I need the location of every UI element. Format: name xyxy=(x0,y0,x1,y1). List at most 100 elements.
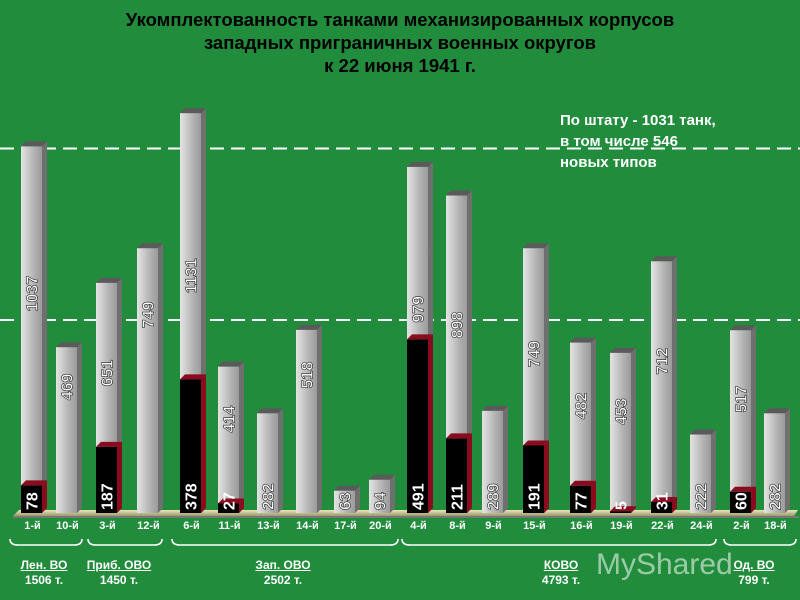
bar-total-side xyxy=(77,342,82,513)
bar-total-top xyxy=(334,485,360,491)
bar-total-side xyxy=(711,429,716,513)
bar-new-top xyxy=(218,498,244,504)
category-label-11-й: 11-й xyxy=(218,520,240,532)
category-label-10-й: 10-й xyxy=(56,520,79,532)
chart-title-line-1: Укомплектованность танками механизирован… xyxy=(125,9,675,30)
bar-total-9-й xyxy=(482,410,503,513)
bar-total-side xyxy=(631,347,636,513)
bar-new-top xyxy=(21,480,47,486)
bar-new-side xyxy=(428,334,433,513)
data-label-total-12-й: 749 xyxy=(141,301,158,328)
bar-new-top xyxy=(523,440,549,446)
bar-new-side xyxy=(42,480,47,513)
data-label-new-2-й: 60 xyxy=(734,492,751,510)
data-label-total-8-й: 898 xyxy=(450,312,467,339)
group-total: 2502 т. xyxy=(263,573,303,587)
data-label-total-2-й: 517 xyxy=(734,386,751,413)
group-bracket-2 xyxy=(87,538,163,546)
bar-total-11-й xyxy=(218,366,239,513)
bar-total-top xyxy=(764,408,790,414)
group-total: 1450 т. xyxy=(99,573,139,587)
bar-total-top xyxy=(570,337,596,343)
category-label-15-й: 15-й xyxy=(523,520,546,532)
bar-new-top xyxy=(610,506,636,512)
data-label-new-8-й: 211 xyxy=(450,484,467,510)
category-label-19-й: 19-й xyxy=(610,520,633,532)
bar-total-side xyxy=(467,190,472,513)
bar-new-types-15-й xyxy=(523,445,544,513)
bar-total-top xyxy=(690,429,716,435)
bar-total-top xyxy=(482,405,508,411)
bar-total-10-й xyxy=(56,347,77,513)
bar-total-1-й xyxy=(21,146,42,513)
data-label-new-1-й: 78 xyxy=(25,492,42,510)
bar-new-side xyxy=(751,486,756,513)
chart-title-line-3: к 22 июня 1941 г. xyxy=(324,55,476,76)
data-label-new-4-й: 491 xyxy=(411,483,428,510)
data-label-total-11-й: 414 xyxy=(222,406,239,433)
group-total: 799 т. xyxy=(738,573,770,587)
bar-new-types-8-й xyxy=(446,438,467,513)
bar-total-side xyxy=(317,324,322,513)
bar-total-22-й xyxy=(651,261,672,513)
bar-total-top xyxy=(296,324,322,330)
bar-total-12-й xyxy=(137,248,158,513)
bar-total-14-й xyxy=(296,329,317,513)
bar-total-side xyxy=(278,408,283,513)
staff-norm-note-line-1: По штату - 1031 танк, xyxy=(560,112,716,129)
watermark: MyShared xyxy=(596,548,733,581)
bar-total-top xyxy=(610,347,636,353)
category-label-20-й: 20-й xyxy=(369,520,392,532)
bar-new-top xyxy=(446,433,472,439)
category-label-1-й: 1-й xyxy=(24,520,41,532)
group-bracket-5 xyxy=(723,538,797,546)
bar-new-top xyxy=(407,334,433,340)
group-label-zap-ovo: Зап. ОВО 2502 т. xyxy=(248,558,318,588)
data-label-total-3-й: 651 xyxy=(100,360,117,387)
staff-norm-note-line-2: в том числе 546 xyxy=(560,133,678,150)
category-label-18-й: 18-й xyxy=(764,520,787,532)
category-label-8-й: 8-й xyxy=(449,520,466,532)
bar-new-types-16-й xyxy=(570,485,591,513)
data-label-total-17-й: 63 xyxy=(338,492,355,510)
bar-total-side xyxy=(785,408,790,513)
bar-total-top xyxy=(137,243,163,249)
bar-total-top xyxy=(257,408,283,414)
bar-total-top xyxy=(407,161,433,167)
bar-total-side xyxy=(591,337,596,513)
category-label-9-й: 9-й xyxy=(485,520,502,532)
group-name: Зап. ОВО xyxy=(255,558,311,572)
category-label-4-й: 4-й xyxy=(410,520,427,532)
category-label-12-й: 12-й xyxy=(137,520,160,532)
bar-total-top xyxy=(56,342,82,348)
bar-total-17-й xyxy=(334,490,355,513)
group-name: Од. ВО xyxy=(733,558,775,572)
staff-norm-note: По штату - 1031 танк, в том числе 546 но… xyxy=(560,110,716,173)
group-total: 4793 т. xyxy=(541,573,581,587)
data-label-total-9-й: 289 xyxy=(486,483,503,510)
data-label-total-13-й: 282 xyxy=(261,483,278,510)
bar-new-side xyxy=(201,374,206,513)
bar-new-types-3-й xyxy=(96,446,117,513)
data-label-total-19-й: 453 xyxy=(614,398,631,425)
category-label-2-й: 2-й xyxy=(733,520,750,532)
category-label-22-й: 22-й xyxy=(651,520,674,532)
chart-floor xyxy=(13,510,798,516)
bar-new-types-19-й xyxy=(610,511,631,513)
data-label-total-18-й: 282 xyxy=(768,483,785,510)
group-bracket-1 xyxy=(9,538,83,546)
bar-total-side xyxy=(355,485,360,513)
data-label-total-15-й: 749 xyxy=(527,341,544,368)
data-label-total-20-й: 94 xyxy=(373,492,390,510)
data-label-new-6-й: 378 xyxy=(184,483,201,510)
bar-total-18-й xyxy=(764,413,785,513)
category-label-17-й: 17-й xyxy=(334,520,357,532)
category-label-13-й: 13-й xyxy=(257,520,280,532)
bar-total-side xyxy=(390,474,395,513)
data-label-new-16-й: 77 xyxy=(574,492,591,510)
data-label-new-3-й: 187 xyxy=(100,483,117,510)
group-label-kovo: КОВО 4793 т. xyxy=(528,558,594,588)
chart-floor-edge xyxy=(13,516,799,518)
category-label-16-й: 16-й xyxy=(570,520,593,532)
